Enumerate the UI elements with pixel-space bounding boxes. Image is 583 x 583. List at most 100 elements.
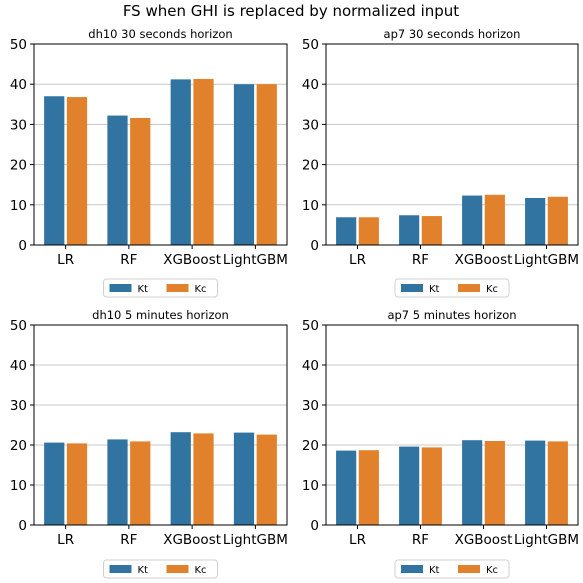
y-tick-label: 0 bbox=[310, 238, 319, 254]
chart-panel: LR RF XGBoost LightGBM 0 10 20 30 40 50 dh10 30 se… bbox=[10, 27, 288, 298]
chart-title: ap7 30 seconds horizon bbox=[384, 27, 521, 41]
bar-kt bbox=[107, 115, 128, 245]
y-tick-label: 0 bbox=[18, 518, 27, 534]
bar-kt bbox=[170, 79, 191, 245]
bar-kc bbox=[547, 196, 568, 245]
bar-kt bbox=[525, 440, 546, 525]
y-tick-label: 40 bbox=[10, 358, 27, 374]
legend-swatch-kc bbox=[166, 284, 189, 292]
y-tick-label: 50 bbox=[302, 318, 319, 334]
legend-swatch-kt bbox=[109, 565, 132, 573]
bar-kt bbox=[107, 439, 128, 525]
legend: Kt Kc bbox=[103, 559, 218, 579]
bar-kt bbox=[233, 432, 255, 525]
bar-kc bbox=[256, 434, 277, 525]
bar-kt bbox=[462, 440, 483, 525]
bar-kc bbox=[66, 97, 88, 246]
y-tick-label: 20 bbox=[10, 438, 27, 454]
bar-kc bbox=[421, 447, 442, 525]
bar-kc bbox=[130, 117, 151, 245]
bar-kt bbox=[44, 442, 65, 525]
axes-frame bbox=[33, 324, 288, 526]
x-tick-label: RF bbox=[412, 532, 429, 548]
chart-panel: LR RF XGBoost LightGBM 0 10 20 30 40 50 ap7 5 minu… bbox=[302, 308, 579, 579]
y-tick-label: 40 bbox=[302, 358, 319, 374]
y-tick-label: 0 bbox=[18, 238, 27, 254]
x-tick-label: LightGBM bbox=[223, 532, 288, 548]
x-tick-label: XGBoost bbox=[163, 252, 221, 268]
legend-swatch-kt bbox=[109, 284, 132, 292]
legend-swatch-kt bbox=[401, 284, 423, 292]
chart-panel: LR RF XGBoost LightGBM 0 10 20 30 40 50 dh10 5 min… bbox=[10, 308, 288, 579]
axes-frame bbox=[325, 324, 579, 526]
x-tick-label: XGBoost bbox=[163, 532, 221, 548]
y-tick-label: 40 bbox=[302, 77, 319, 93]
legend-label-kt: Kt bbox=[429, 284, 440, 295]
figure-title: FS when GHI is replaced by normalized in… bbox=[123, 2, 459, 20]
chart-title: ap7 5 minutes horizon bbox=[387, 308, 516, 322]
legend-label-kt: Kt bbox=[138, 565, 149, 576]
y-tick-label: 20 bbox=[10, 158, 27, 174]
legend-swatch-kc bbox=[458, 565, 480, 573]
legend-swatch-kt bbox=[401, 565, 423, 573]
y-tick-label: 50 bbox=[10, 318, 27, 334]
bar-kt bbox=[525, 197, 546, 245]
y-tick-label: 0 bbox=[310, 518, 319, 534]
bar-kc bbox=[193, 78, 214, 245]
bar-kt bbox=[44, 96, 65, 245]
bar-kt bbox=[399, 215, 420, 245]
chart-title: dh10 5 minutes horizon bbox=[92, 308, 229, 322]
legend-label-kt: Kt bbox=[138, 284, 149, 295]
legend-swatch-kc bbox=[166, 565, 189, 573]
bar-kt bbox=[462, 195, 483, 245]
y-tick-label: 10 bbox=[10, 478, 27, 494]
bar-kc bbox=[484, 441, 505, 525]
legend-box bbox=[394, 559, 510, 579]
y-tick-label: 50 bbox=[302, 37, 319, 53]
bar-kt bbox=[233, 84, 255, 245]
bar-kc bbox=[547, 441, 568, 525]
axes-frame bbox=[325, 43, 579, 246]
y-tick-label: 30 bbox=[10, 398, 27, 414]
legend: Kt Kc bbox=[394, 559, 510, 579]
x-tick-label: LR bbox=[57, 252, 74, 268]
bar-kc bbox=[130, 441, 151, 525]
y-tick-label: 20 bbox=[302, 438, 319, 454]
x-tick-label: RF bbox=[120, 252, 137, 268]
legend-label-kc: Kc bbox=[486, 284, 498, 295]
y-tick-label: 30 bbox=[302, 398, 319, 414]
bar-kt bbox=[336, 217, 357, 245]
legend-label-kc: Kc bbox=[195, 284, 207, 295]
x-tick-label: LR bbox=[349, 532, 366, 548]
x-tick-label: LightGBM bbox=[223, 252, 288, 268]
bar-kc bbox=[484, 194, 505, 245]
y-tick-label: 30 bbox=[10, 117, 27, 133]
bar-kc bbox=[66, 443, 88, 525]
bar-kc bbox=[421, 216, 442, 245]
chart-panel: LR RF XGBoost LightGBM 0 10 20 30 40 50 ap7 30 sec… bbox=[302, 27, 579, 298]
legend-label-kc: Kc bbox=[486, 565, 498, 576]
x-tick-label: LR bbox=[57, 532, 74, 548]
legend: Kt Kc bbox=[103, 278, 218, 298]
x-tick-label: XGBoost bbox=[455, 252, 513, 268]
bar-kc bbox=[358, 450, 379, 525]
bar-kt bbox=[170, 432, 191, 525]
x-tick-label: RF bbox=[120, 532, 137, 548]
y-tick-label: 10 bbox=[10, 198, 27, 214]
y-tick-label: 20 bbox=[302, 158, 319, 174]
x-tick-label: LightGBM bbox=[514, 252, 579, 268]
chart-title: dh10 30 seconds horizon bbox=[88, 27, 232, 41]
x-tick-label: XGBoost bbox=[455, 532, 513, 548]
x-tick-label: LR bbox=[349, 252, 366, 268]
bar-kc bbox=[193, 433, 214, 525]
y-tick-label: 30 bbox=[302, 117, 319, 133]
axes-frame bbox=[33, 43, 288, 246]
legend-box bbox=[394, 278, 510, 298]
y-tick-label: 40 bbox=[10, 77, 27, 93]
bar-kt bbox=[399, 446, 420, 525]
y-tick-label: 50 bbox=[10, 37, 27, 53]
y-tick-label: 10 bbox=[302, 478, 319, 494]
legend: Kt Kc bbox=[394, 278, 510, 298]
legend-box bbox=[103, 278, 218, 298]
